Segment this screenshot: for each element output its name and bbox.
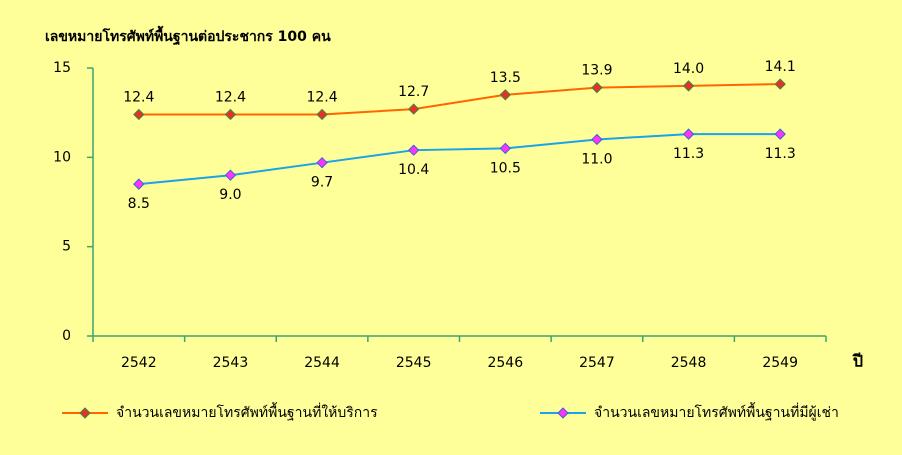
- point-marker: [499, 89, 512, 101]
- y-tick-label: 5: [62, 239, 71, 255]
- x-tick-label: 2545: [396, 355, 432, 371]
- data-label: 13.5: [490, 70, 521, 86]
- legend-label: จำนวนเลขหมายโทรศัพท์พื้นฐานที่มีผู้เช่า: [594, 402, 839, 421]
- point-marker: [316, 108, 328, 121]
- data-label: 9.0: [219, 187, 241, 203]
- point-marker: [774, 128, 786, 140]
- x-tick-label: 2546: [487, 355, 523, 371]
- legend-marker: [79, 407, 91, 419]
- x-tick-label: 2548: [671, 355, 707, 371]
- point-marker: [774, 78, 786, 90]
- point-marker: [591, 81, 603, 94]
- x-tick-label: 2543: [213, 355, 249, 371]
- x-tick-label: 2542: [121, 355, 157, 371]
- data-label: 12.4: [306, 89, 337, 105]
- point-marker: [133, 178, 145, 190]
- y-tick-label: 15: [53, 60, 71, 76]
- point-marker: [682, 128, 695, 140]
- x-tick-label: 2549: [762, 355, 798, 371]
- x-tick-label: 2547: [579, 355, 615, 371]
- y-tick-label: 0: [62, 328, 71, 344]
- data-label: 10.4: [398, 162, 429, 178]
- data-label: 14.0: [673, 61, 704, 77]
- data-label: 12.7: [398, 84, 429, 100]
- series-line: [138, 83, 781, 116]
- data-label: 8.5: [128, 196, 150, 212]
- series-line: [138, 133, 781, 186]
- point-marker: [224, 169, 237, 181]
- legend-marker: [557, 407, 569, 419]
- data-label: 14.1: [765, 59, 796, 75]
- legend-label: จำนวนเลขหมายโทรศัพท์พื้นฐานที่ให้บริการ: [116, 402, 378, 421]
- data-label: 9.7: [311, 175, 333, 191]
- x-tick-label: 2544: [304, 355, 340, 371]
- point-marker: [499, 142, 512, 155]
- chart-title: เลขหมายโทรศัพท์พื้นฐานต่อประชากร 100 คน: [45, 25, 331, 46]
- data-label: 11.3: [765, 146, 796, 162]
- point-marker: [133, 108, 145, 121]
- point-marker: [407, 144, 420, 156]
- data-label: 11.3: [673, 146, 704, 162]
- y-tick-label: 10: [53, 149, 71, 165]
- point-marker: [591, 133, 603, 146]
- data-label: 10.5: [490, 160, 521, 176]
- data-label: 12.4: [123, 89, 154, 105]
- point-marker: [682, 80, 695, 92]
- data-label: 13.9: [581, 63, 612, 79]
- data-label: 12.4: [215, 89, 246, 105]
- point-marker: [316, 156, 328, 169]
- point-marker: [407, 103, 420, 115]
- point-marker: [224, 108, 237, 121]
- data-label: 11.0: [581, 151, 612, 167]
- x-axis-label: ปี: [852, 352, 864, 371]
